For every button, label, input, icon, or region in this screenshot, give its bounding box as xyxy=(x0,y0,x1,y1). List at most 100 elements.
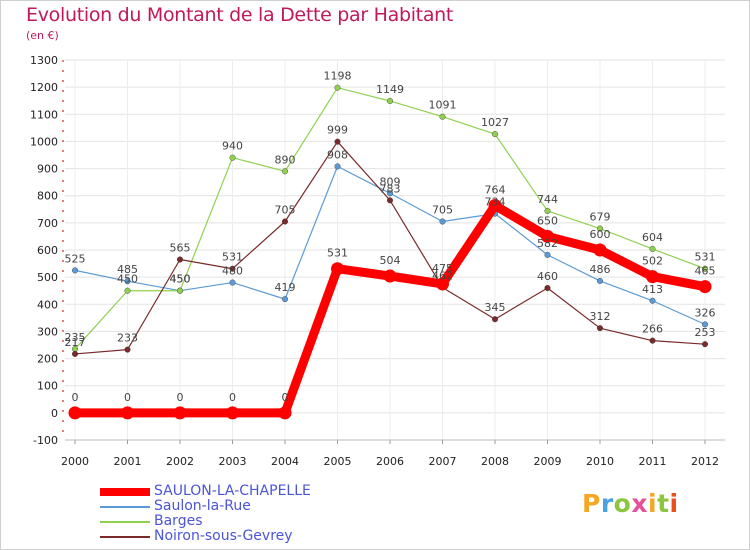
data-point xyxy=(124,346,131,353)
y-tick-label: 700 xyxy=(37,217,58,230)
legend-swatch xyxy=(100,487,150,496)
data-label: 531 xyxy=(222,251,243,264)
y-tick-label: 100 xyxy=(37,380,58,393)
data-point xyxy=(702,321,709,328)
data-label: 450 xyxy=(170,273,191,286)
legend-item: Barges xyxy=(100,514,311,529)
data-label: 531 xyxy=(327,247,348,260)
data-point xyxy=(387,97,394,104)
logo-letter: P xyxy=(582,489,601,518)
data-point xyxy=(229,154,236,161)
data-point xyxy=(282,296,289,303)
data-point xyxy=(649,245,656,252)
data-label: 783 xyxy=(380,182,401,195)
data-point xyxy=(702,265,709,272)
data-point xyxy=(702,341,709,348)
x-tick-label: 2003 xyxy=(219,455,247,468)
data-point xyxy=(541,229,554,243)
data-point xyxy=(121,406,134,420)
legend-label: Noiron-sous-Gevrey xyxy=(154,528,293,544)
data-label: 809 xyxy=(380,175,401,188)
data-point xyxy=(334,138,341,145)
data-point xyxy=(387,197,394,204)
data-point xyxy=(124,287,131,294)
x-tick-label: 2001 xyxy=(114,455,142,468)
y-tick-label: 300 xyxy=(37,325,58,338)
data-point xyxy=(698,280,712,294)
data-label: 345 xyxy=(485,301,506,314)
x-tick-label: 2009 xyxy=(534,455,562,468)
data-point xyxy=(597,325,604,332)
data-label: 705 xyxy=(432,204,453,217)
series-layer xyxy=(68,84,712,420)
data-labels: 5254854504804199088097057345824864133262… xyxy=(65,70,716,404)
data-point xyxy=(646,270,659,284)
data-label: 450 xyxy=(170,273,191,286)
data-label: 253 xyxy=(695,326,716,339)
x-tick-label: 2010 xyxy=(586,455,614,468)
data-point xyxy=(68,406,82,420)
y-tick-label: -100 xyxy=(33,434,58,447)
x-tick-label: 2006 xyxy=(376,455,404,468)
data-point xyxy=(597,225,604,232)
x-tick-label: 2007 xyxy=(429,455,457,468)
data-label: 266 xyxy=(642,323,663,336)
y-tick-label: 400 xyxy=(37,298,58,311)
chart-title: Evolution du Montant de la Dette par Hab… xyxy=(26,4,454,26)
data-label: 502 xyxy=(642,255,663,268)
data-point xyxy=(383,269,397,283)
data-point xyxy=(282,218,289,225)
data-label: 462 xyxy=(432,269,453,282)
y-tick-label: 500 xyxy=(37,271,58,284)
y-tick-label: 200 xyxy=(37,353,58,366)
data-label: 480 xyxy=(222,265,243,278)
data-point xyxy=(544,207,551,214)
data-point xyxy=(124,278,131,285)
data-label: 465 xyxy=(695,265,716,278)
data-label: 233 xyxy=(117,332,138,345)
data-label: 679 xyxy=(590,211,611,224)
y-tick-label: 600 xyxy=(37,244,58,257)
data-label: 764 xyxy=(485,183,506,196)
data-label: 582 xyxy=(537,237,558,250)
data-label: 0 xyxy=(282,391,289,404)
x-tick-label: 2012 xyxy=(691,455,719,468)
data-label: 485 xyxy=(117,263,138,276)
data-label: 419 xyxy=(275,281,296,294)
data-label: 1027 xyxy=(481,116,509,129)
data-point xyxy=(492,316,499,323)
y-tick-label: 0 xyxy=(51,407,58,420)
series-saulon-la-chapelle xyxy=(68,198,712,420)
data-label: 890 xyxy=(275,153,296,166)
chart-unit: (en €) xyxy=(26,29,59,42)
legend-item: SAULON-LA-CHAPELLE xyxy=(100,484,311,499)
legend-label: Barges xyxy=(154,513,203,529)
proxiti-logo: Proxiti xyxy=(582,489,679,518)
series-barges xyxy=(71,84,709,353)
y-tick-label: 1200 xyxy=(30,81,58,94)
data-label: 460 xyxy=(537,270,558,283)
data-point xyxy=(331,262,344,276)
data-point xyxy=(71,267,78,274)
data-point xyxy=(492,131,499,138)
legend-label: Saulon-la-Rue xyxy=(154,498,251,514)
data-label: 504 xyxy=(380,254,401,267)
legend-item: Saulon-la-Rue xyxy=(100,499,311,514)
data-label: 326 xyxy=(695,306,716,319)
legend-label: SAULON-LA-CHAPELLE xyxy=(154,483,311,499)
logo-letter: i xyxy=(669,489,679,518)
data-label: 734 xyxy=(485,196,506,209)
legend-swatch xyxy=(100,505,150,508)
legend-swatch xyxy=(100,535,150,538)
data-point xyxy=(176,287,183,294)
data-point xyxy=(439,218,446,225)
data-label: 999 xyxy=(327,124,348,137)
data-point xyxy=(387,190,394,197)
legend: SAULON-LA-CHAPELLE Saulon-la-Rue Barges Noi… xyxy=(100,484,311,544)
data-point xyxy=(282,168,289,175)
data-label: 475 xyxy=(432,262,453,275)
y-tick-label: 900 xyxy=(37,163,58,176)
x-tick-label: 2005 xyxy=(324,455,352,468)
data-point xyxy=(278,406,292,420)
